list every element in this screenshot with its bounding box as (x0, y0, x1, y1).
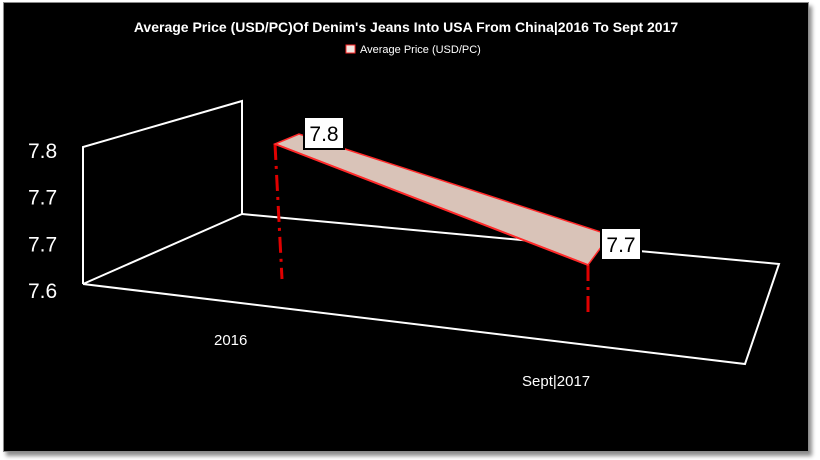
legend-label: Average Price (USD/PC) (360, 44, 481, 56)
series-area-surface (272, 133, 612, 266)
back-wall-floor-edge (82, 213, 243, 285)
data-label-text: 7.8 (309, 123, 338, 146)
data-label-box (303, 116, 345, 150)
chart-area: Average Price (USD/PC)Of Denim's Jeans I… (28, 19, 781, 390)
series-layer (272, 133, 612, 266)
data-label-text: 7.7 (606, 234, 635, 257)
legend-swatch (345, 44, 356, 54)
data-label: 7.8 (303, 116, 345, 150)
y-tick-label: 7.8 (28, 140, 57, 163)
data-labels: 7.8 7.7 (303, 116, 642, 261)
y-tick-label: 7.7 (28, 233, 57, 256)
y-tick-label: 7.6 (28, 280, 57, 303)
legend: Average Price (USD/PC) (345, 44, 481, 56)
chart-frame: Average Price (USD/PC)Of Denim's Jeans I… (3, 2, 809, 452)
drop-line (273, 143, 284, 280)
drop-lines (273, 143, 590, 313)
x-category-label: 2016 (214, 332, 247, 349)
back-wall-frame (82, 99, 243, 284)
x-axis-category-labels: 2016 Sept|2017 (214, 332, 590, 390)
series-line (274, 143, 589, 266)
chart-title: Average Price (USD/PC)Of Denim's Jeans I… (134, 19, 679, 35)
y-axis-tick-labels: 7.6 7.7 7.7 7.8 (28, 140, 57, 303)
floor-frame (82, 213, 781, 366)
data-label: 7.7 (600, 227, 642, 261)
y-tick-label: 7.7 (28, 187, 57, 210)
x-category-label: Sept|2017 (522, 373, 590, 390)
plot-box (82, 99, 781, 366)
data-label-box (600, 227, 642, 261)
